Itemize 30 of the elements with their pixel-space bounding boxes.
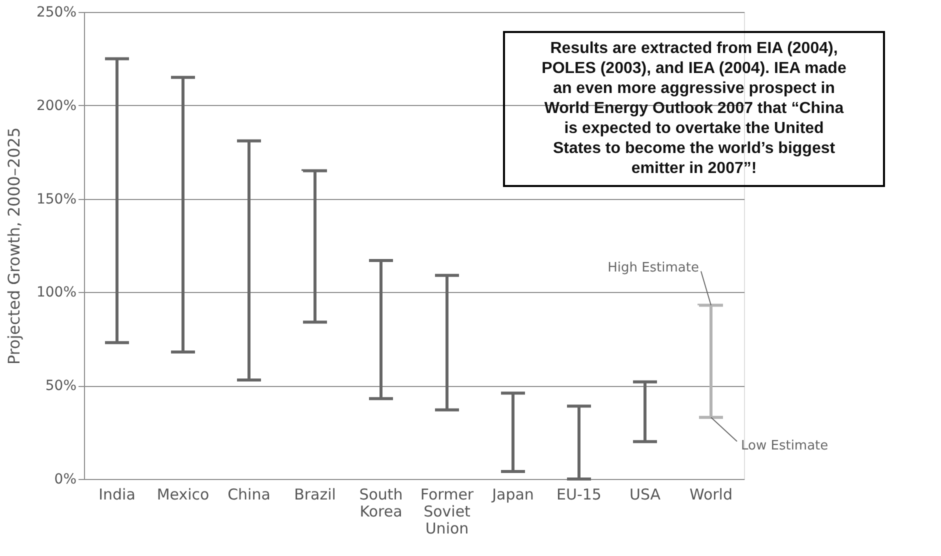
x-tick-label: USA bbox=[629, 486, 662, 504]
y-axis-title: Projected Growth, 2000–2025 bbox=[4, 127, 24, 365]
y-tick-label: 200% bbox=[36, 98, 76, 114]
bar bbox=[500, 392, 526, 474]
bar bbox=[698, 304, 724, 419]
bar bbox=[434, 274, 460, 412]
bar bbox=[302, 169, 328, 324]
annotation: Low Estimate bbox=[741, 438, 828, 454]
bar bbox=[632, 380, 658, 444]
annotation: High Estimate bbox=[608, 260, 699, 276]
bar bbox=[104, 57, 130, 344]
x-tick-label: Japan bbox=[491, 486, 534, 504]
x-tick-label: South Korea bbox=[359, 486, 403, 520]
x-tick-label: World bbox=[690, 486, 732, 504]
y-tick-label: 50% bbox=[45, 378, 76, 394]
bar bbox=[368, 258, 394, 400]
y-tick-label: 150% bbox=[36, 191, 76, 208]
bar bbox=[236, 139, 262, 382]
x-tick-label: Mexico bbox=[156, 486, 210, 504]
x-tick-label: Former Soviet Union bbox=[420, 486, 474, 538]
y-tick-label: 0% bbox=[54, 472, 76, 488]
y-tick-label: 100% bbox=[36, 284, 76, 301]
x-tick-label: Brazil bbox=[294, 486, 336, 504]
y-tick-label: 250% bbox=[36, 4, 76, 20]
x-tick-label: China bbox=[228, 486, 270, 504]
bar bbox=[566, 404, 592, 480]
bar bbox=[170, 76, 196, 354]
x-tick-label: EU-15 bbox=[556, 486, 602, 504]
x-tick-label: India bbox=[98, 486, 136, 504]
annotation: Results are extracted from EIA (2004), POLES (2003), and IEA (2004). IEA made an even more aggressive prospect in World Energy Outlook 2007 that “China is expected to overtake the United States to become the world’s biggest emitter in 2007”! bbox=[542, 40, 846, 177]
